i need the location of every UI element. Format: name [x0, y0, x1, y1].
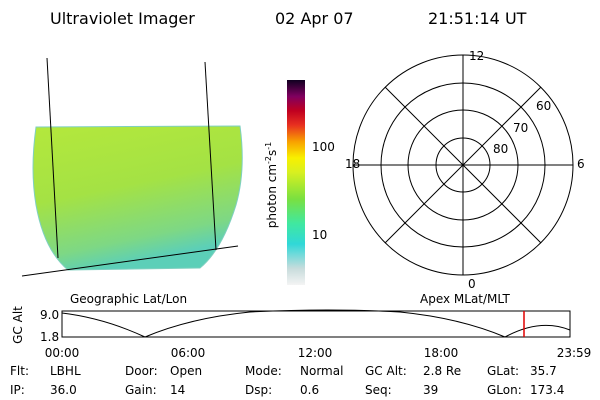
meridian	[46, 57, 59, 259]
status-value: 14	[170, 383, 185, 397]
altitude-panel: 9.0 1.8 GC Alt 00:00 06:00 12:00 18:00 2…	[11, 306, 591, 360]
uv-image	[32, 125, 243, 271]
status-label: GLat:	[487, 364, 519, 378]
mlt-label: 6	[577, 157, 585, 171]
status-label: Dsp:	[245, 383, 272, 397]
date: 02 Apr 07	[275, 9, 354, 28]
label-part: photon cm	[265, 164, 279, 228]
status-label: Flt:	[10, 364, 29, 378]
mlt-label: 18	[345, 157, 360, 171]
mlt-label: 12	[469, 49, 484, 63]
label-part: -2	[264, 156, 273, 164]
status-value: Normal	[300, 364, 343, 378]
y-label: 1.8	[40, 330, 59, 344]
status-label: GLon:	[487, 383, 522, 397]
status-label: Gain:	[125, 383, 157, 397]
x-label: 12:00	[298, 346, 333, 360]
spokes	[353, 55, 573, 275]
x-label: 23:59	[557, 346, 592, 360]
meridian	[204, 61, 217, 251]
status-value: Open	[170, 364, 202, 378]
status-label: IP:	[10, 383, 25, 397]
lat-label: 70	[513, 121, 528, 135]
caption: Geographic Lat/Lon	[70, 292, 187, 306]
y-label: 9.0	[40, 308, 59, 322]
colorbar: 100 10 photon cm-2s-1	[264, 80, 335, 285]
status-value: 2.8 Re	[423, 364, 461, 378]
status-label: GC Alt:	[365, 364, 407, 378]
status-label: Door:	[125, 364, 158, 378]
status-value: 173.4	[530, 383, 564, 397]
axis-label: GC Alt	[11, 306, 25, 344]
image-panel: Geographic Lat/Lon	[21, 57, 243, 306]
color-scale	[287, 80, 305, 285]
caption: Apex MLat/MLT	[420, 292, 510, 306]
time: 21:51:14 UT	[428, 9, 527, 28]
parallel	[21, 245, 239, 277]
status-label: Seq:	[365, 383, 392, 397]
label-part: s	[265, 150, 279, 156]
x-label: 00:00	[45, 346, 80, 360]
plot-frame	[61, 310, 571, 338]
altitude-curve	[61, 309, 571, 338]
status-block: Flt: LBHL Door: Open Mode: Normal GC Alt: 2.8 R…	[10, 364, 564, 397]
status-value: 0.6	[300, 383, 319, 397]
status-value: 39	[423, 383, 438, 397]
x-label: 06:00	[171, 346, 206, 360]
polar-panel: 12 6 18 0 60 70 80 Apex MLat/MLT	[345, 49, 585, 306]
status-label: Mode:	[245, 364, 282, 378]
title: Ultraviolet Imager	[50, 9, 195, 28]
lat-label: 60	[536, 99, 551, 113]
mlt-label: 0	[468, 277, 476, 291]
lat-label: 80	[493, 142, 508, 156]
colorbar-label: photon cm-2s-1	[264, 142, 279, 229]
status-value: LBHL	[50, 364, 81, 378]
status-value: 36.0	[50, 383, 77, 397]
x-label: 18:00	[424, 346, 459, 360]
tick-label: 10	[312, 228, 327, 242]
tick-label: 100	[312, 140, 335, 154]
label-part: -1	[264, 142, 273, 150]
status-value: 35.7	[530, 364, 557, 378]
